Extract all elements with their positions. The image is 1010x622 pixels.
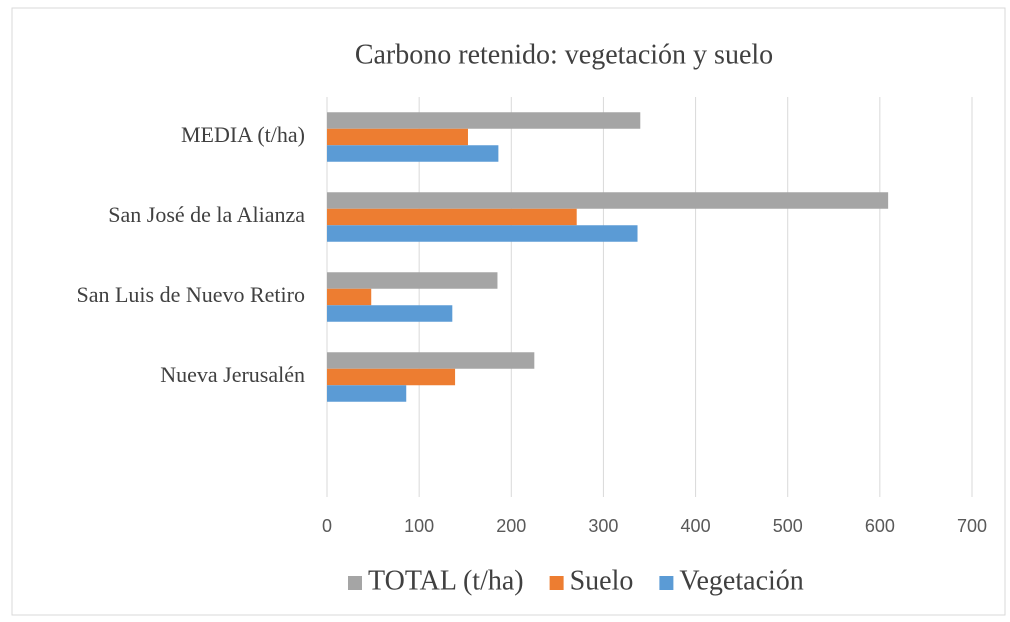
bar — [327, 272, 498, 289]
bar — [327, 352, 535, 369]
y-tick-label: San Luis de Nuevo Retiro — [76, 282, 305, 307]
y-tick-label: Nueva Jerusalén — [160, 362, 305, 387]
bar — [327, 225, 638, 242]
y-tick-label: San José de la Alianza — [108, 202, 305, 227]
bar — [327, 145, 499, 162]
legend-swatch — [549, 576, 564, 590]
bar — [327, 368, 456, 386]
x-tick-label: 500 — [773, 516, 803, 536]
bar — [327, 192, 889, 209]
bar — [327, 128, 468, 146]
x-tick-label: 300 — [588, 516, 618, 536]
x-tick-label: 700 — [957, 516, 987, 536]
legend-swatch — [348, 576, 362, 590]
x-tick-label: 400 — [681, 516, 711, 536]
chart-title: Carbono retenido: vegetación y suelo — [355, 39, 773, 70]
x-tick-label: 100 — [404, 516, 434, 536]
legend-label: Vegetación — [679, 565, 803, 596]
bar — [327, 305, 453, 322]
x-tick-label: 600 — [865, 516, 895, 536]
bar — [327, 385, 407, 402]
legend-swatch — [659, 576, 674, 590]
legend-label: Suelo — [570, 565, 634, 596]
bar — [327, 208, 577, 226]
y-tick-label: MEDIA (t/ha) — [181, 122, 305, 147]
x-tick-label: 0 — [322, 516, 332, 536]
bar — [327, 288, 372, 306]
chart-border — [11, 7, 1006, 616]
legend-label: TOTAL (t/ha) — [368, 565, 524, 596]
x-tick-label: 200 — [496, 516, 526, 536]
bar — [327, 112, 641, 129]
